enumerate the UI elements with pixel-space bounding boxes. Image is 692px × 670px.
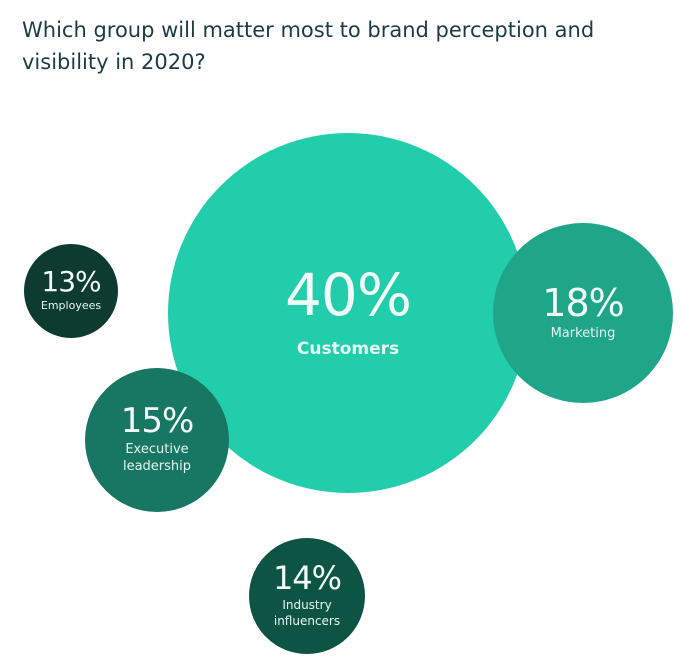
bubble-category-label: Customers	[296, 338, 400, 359]
bubble-category-label: Executive leadership	[122, 442, 192, 474]
chart-title: Which group will matter most to brand pe…	[22, 18, 595, 74]
bubble-value-label: 40%	[285, 260, 412, 329]
bubble-value-label: 14%	[272, 559, 342, 598]
bubble-category-label: Marketing	[550, 325, 616, 341]
bubble-value-label: 15%	[120, 401, 195, 442]
bubble-category-label: Employees	[40, 299, 102, 313]
bubble-value-label: 18%	[542, 280, 624, 325]
bubble-employees: 13% Employees	[24, 244, 118, 338]
bubble-industry-influencers: 14% Industry influencers	[249, 538, 365, 654]
bubble-executive-leadership: 15% Executive leadership	[85, 368, 229, 512]
bubble-category-label: Industry influencers	[273, 598, 341, 628]
bubble-value-label: 13%	[41, 265, 101, 299]
bubble-marketing: 18% Marketing	[493, 223, 673, 403]
